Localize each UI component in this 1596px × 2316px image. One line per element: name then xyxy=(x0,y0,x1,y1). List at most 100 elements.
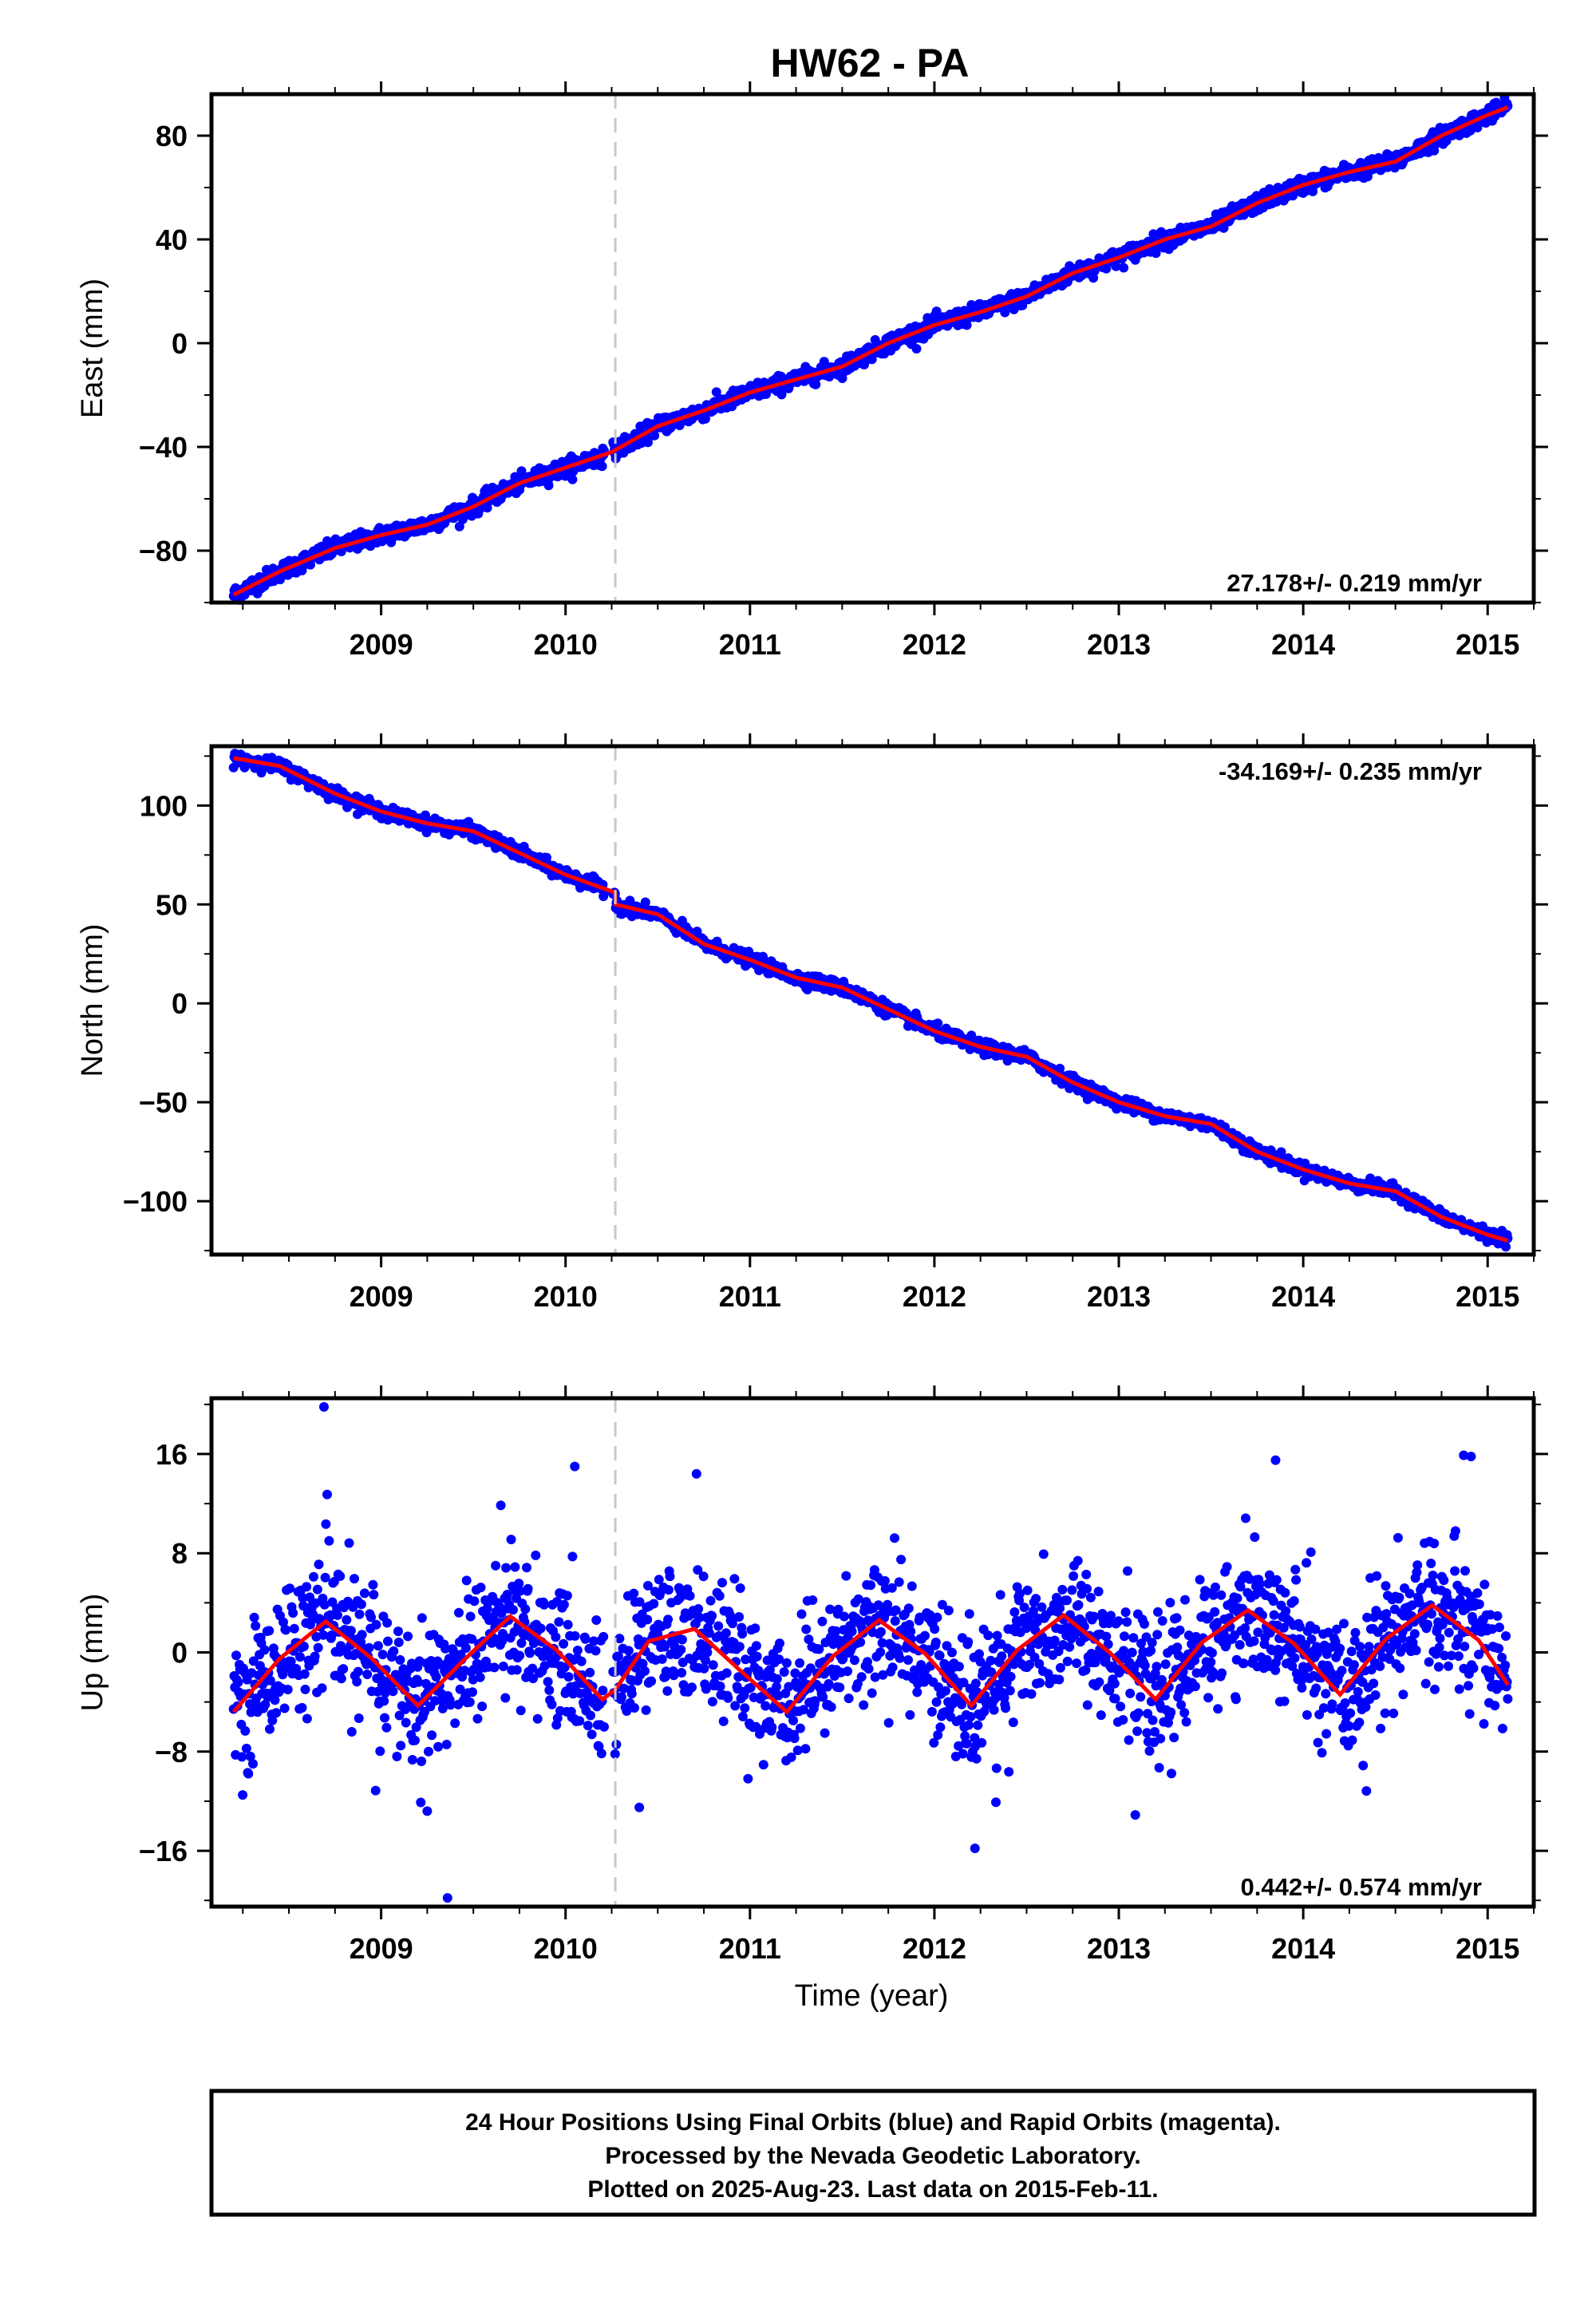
data-point xyxy=(279,1703,290,1713)
data-point xyxy=(249,1612,259,1622)
data-point xyxy=(454,1607,464,1618)
data-point xyxy=(271,1708,282,1718)
data-point xyxy=(306,559,315,570)
data-point xyxy=(285,1583,295,1594)
data-point xyxy=(461,1575,472,1586)
data-point xyxy=(740,1703,750,1713)
data-point xyxy=(231,1650,241,1661)
data-point xyxy=(416,1797,426,1808)
data-point xyxy=(775,1638,784,1649)
data-point xyxy=(707,1697,717,1707)
data-point xyxy=(496,1500,506,1511)
x-tick-label: 2015 xyxy=(1456,1280,1519,1313)
data-point xyxy=(646,1676,657,1686)
data-point xyxy=(580,1634,591,1644)
data-point xyxy=(1501,1242,1511,1252)
data-point xyxy=(630,1703,639,1713)
data-point xyxy=(342,1614,352,1625)
data-point xyxy=(811,379,821,389)
data-point xyxy=(379,1696,389,1706)
data-point xyxy=(789,1733,800,1744)
data-point xyxy=(663,1614,674,1625)
data-point xyxy=(288,1608,298,1618)
x-tick-label: 2014 xyxy=(1271,1280,1335,1313)
data-point xyxy=(510,1562,520,1572)
data-point xyxy=(1017,300,1028,310)
data-point xyxy=(375,1746,385,1757)
data-point xyxy=(699,1663,709,1674)
data-point xyxy=(441,1739,452,1749)
data-point xyxy=(687,1682,697,1693)
data-point xyxy=(259,1645,270,1655)
data-point xyxy=(465,1611,476,1622)
data-point xyxy=(433,1741,444,1752)
data-point xyxy=(640,1666,650,1676)
data-point xyxy=(512,1665,522,1675)
data-point xyxy=(772,1674,782,1684)
data-point xyxy=(491,1560,501,1571)
data-point xyxy=(427,1730,437,1741)
data-point xyxy=(362,1670,373,1679)
panel-east: 2009 2010 2011 2012 2013 2014 2015−80−4004080 … xyxy=(76,81,1548,661)
data-point xyxy=(551,1632,561,1642)
data-point xyxy=(346,1626,356,1636)
data-point xyxy=(300,1684,310,1694)
y-tick-label: 40 xyxy=(156,223,188,256)
data-point xyxy=(559,1599,569,1610)
data-point xyxy=(788,1715,798,1725)
data-point xyxy=(289,1623,299,1634)
data-point xyxy=(282,1685,293,1694)
data-point xyxy=(795,1723,805,1733)
data-point xyxy=(767,1722,777,1733)
data-point xyxy=(233,1678,243,1687)
x-tick-label: 2009 xyxy=(350,1280,413,1313)
data-point xyxy=(251,1621,261,1631)
x-tick-label: 2009 xyxy=(350,628,413,661)
y-tick-label: −50 xyxy=(139,1086,188,1119)
data-point xyxy=(356,1599,366,1610)
data-point xyxy=(520,1604,531,1614)
data-point xyxy=(1000,307,1010,318)
data-point xyxy=(369,1590,379,1600)
data-point xyxy=(371,1619,381,1630)
data-point xyxy=(299,1669,310,1679)
data-point xyxy=(570,1630,580,1641)
data-point xyxy=(295,1652,305,1662)
data-point xyxy=(501,1563,512,1573)
data-point xyxy=(547,1699,557,1709)
data-point xyxy=(563,1619,573,1630)
data-point xyxy=(705,1595,716,1606)
data-point xyxy=(657,1654,667,1664)
data-point xyxy=(500,1693,511,1703)
data-point xyxy=(575,1716,585,1726)
data-point xyxy=(354,1609,365,1619)
data-point xyxy=(685,1591,695,1601)
data-point xyxy=(498,1662,508,1671)
data-point xyxy=(370,1785,381,1796)
data-point xyxy=(539,1599,549,1610)
data-point xyxy=(395,1654,405,1665)
data-point xyxy=(460,1643,471,1653)
data-point xyxy=(392,1751,402,1761)
data-point xyxy=(535,1623,546,1634)
data-point xyxy=(382,1618,393,1628)
data-point xyxy=(468,1687,477,1697)
data-point xyxy=(585,1667,595,1678)
x-tick-label: 2011 xyxy=(719,1280,781,1313)
data-point xyxy=(676,1645,686,1655)
data-point xyxy=(531,1550,541,1560)
data-point xyxy=(237,1752,247,1762)
up-data-points xyxy=(228,1401,1513,1903)
data-point xyxy=(591,1615,602,1625)
data-point xyxy=(587,1729,597,1740)
data-point xyxy=(312,1584,322,1595)
data-point xyxy=(264,1626,275,1636)
data-point xyxy=(389,1646,399,1656)
data-point xyxy=(522,1563,531,1573)
data-point xyxy=(576,1656,587,1666)
data-point xyxy=(373,1641,383,1651)
data-point xyxy=(515,1650,525,1661)
data-point xyxy=(335,1571,346,1581)
data-point xyxy=(677,1634,687,1645)
